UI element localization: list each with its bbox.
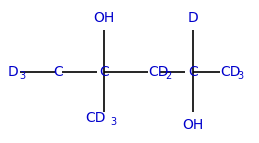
Text: C: C [188,65,198,79]
Text: C: C [53,65,63,79]
Text: 2: 2 [165,71,171,81]
Text: CD: CD [220,65,241,79]
Text: OH: OH [93,11,115,25]
Text: C: C [99,65,109,79]
Text: 3: 3 [237,71,243,81]
Text: CD: CD [86,111,106,125]
Text: D: D [188,11,198,25]
Text: D: D [8,65,19,79]
Text: OH: OH [182,118,204,132]
Text: CD: CD [148,65,169,79]
Text: 3: 3 [110,117,116,127]
Text: 3: 3 [19,71,25,81]
